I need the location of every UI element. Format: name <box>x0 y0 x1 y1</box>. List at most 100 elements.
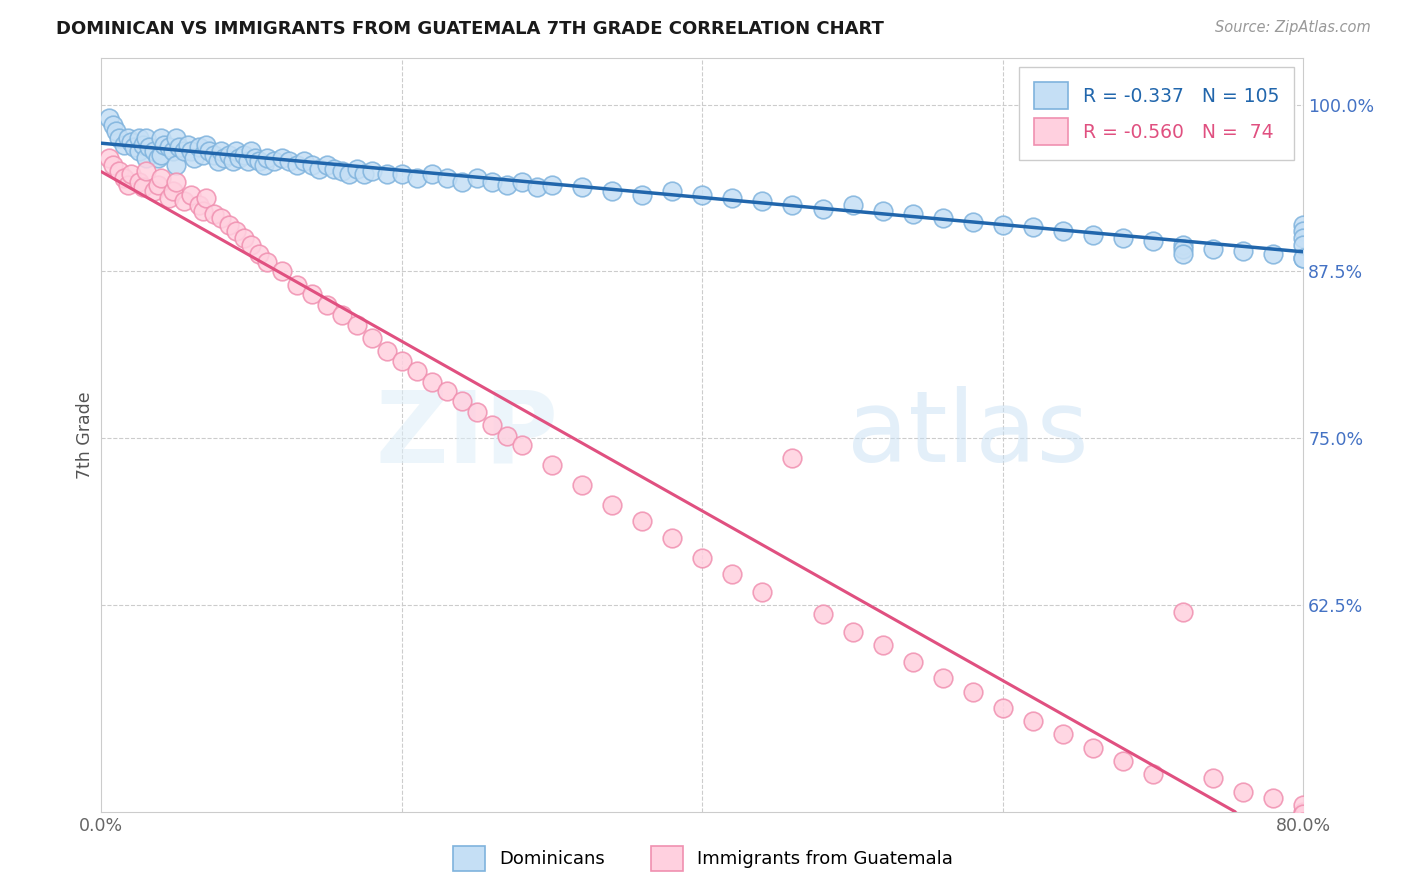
Point <box>263 153 285 168</box>
Point <box>600 498 623 512</box>
Point <box>211 211 233 225</box>
Point <box>228 151 250 165</box>
Point <box>872 638 894 652</box>
Point <box>496 428 519 442</box>
Point <box>157 191 180 205</box>
Point <box>496 178 519 192</box>
Point <box>218 148 240 162</box>
Point <box>1173 237 1195 252</box>
Point <box>692 551 714 566</box>
Point <box>1263 247 1285 261</box>
Point <box>195 137 218 152</box>
Point <box>481 417 503 432</box>
Point <box>165 131 187 145</box>
Point <box>270 264 292 278</box>
Point <box>132 137 155 152</box>
Point <box>1022 220 1045 235</box>
Point <box>165 175 187 189</box>
Point <box>1202 242 1225 256</box>
Point <box>1292 807 1315 822</box>
Point <box>142 185 165 199</box>
Point <box>451 393 474 408</box>
Point <box>120 135 142 149</box>
Point <box>1292 251 1315 265</box>
Point <box>405 364 427 378</box>
Point <box>661 185 683 199</box>
Point <box>1081 740 1104 755</box>
Point <box>962 684 984 698</box>
Point <box>247 247 270 261</box>
Point <box>811 607 834 622</box>
Point <box>1112 754 1135 768</box>
Point <box>97 111 120 125</box>
Point <box>177 137 200 152</box>
Text: DOMINICAN VS IMMIGRANTS FROM GUATEMALA 7TH GRADE CORRELATION CHART: DOMINICAN VS IMMIGRANTS FROM GUATEMALA 7… <box>56 20 884 37</box>
Point <box>256 255 278 269</box>
Point <box>301 158 323 172</box>
Point <box>751 584 773 599</box>
Point <box>278 153 301 168</box>
Point <box>108 164 131 178</box>
Point <box>132 180 155 194</box>
Point <box>150 131 173 145</box>
Point <box>510 175 533 189</box>
Point <box>207 153 229 168</box>
Point <box>142 145 165 159</box>
Point <box>420 375 443 389</box>
Point <box>256 151 278 165</box>
Point <box>1292 805 1315 819</box>
Point <box>1142 767 1164 781</box>
Point <box>162 145 184 159</box>
Point <box>1292 224 1315 238</box>
Point <box>1202 772 1225 786</box>
Point <box>541 458 564 472</box>
Point <box>991 700 1014 714</box>
Point <box>252 158 274 172</box>
Point <box>135 131 157 145</box>
Point <box>128 175 150 189</box>
Point <box>153 137 176 152</box>
Point <box>193 148 215 162</box>
Point <box>1292 815 1315 830</box>
Point <box>1052 727 1074 741</box>
Point <box>841 198 863 212</box>
Point <box>346 161 368 176</box>
Point <box>240 145 263 159</box>
Point <box>1052 224 1074 238</box>
Point <box>128 145 150 159</box>
Point <box>405 171 427 186</box>
Point <box>285 158 308 172</box>
Point <box>932 671 955 685</box>
Point <box>901 655 924 669</box>
Point <box>240 237 263 252</box>
Point <box>751 194 773 208</box>
Text: ZIP: ZIP <box>375 386 558 483</box>
Point <box>285 277 308 292</box>
Point <box>195 191 218 205</box>
Point <box>233 148 256 162</box>
Point <box>1263 791 1285 805</box>
Point <box>1173 605 1195 619</box>
Point <box>292 153 315 168</box>
Point <box>571 478 593 492</box>
Point <box>225 224 247 238</box>
Point <box>1292 798 1315 813</box>
Point <box>436 384 458 399</box>
Point <box>1292 231 1315 245</box>
Point <box>526 180 548 194</box>
Point <box>375 167 398 181</box>
Point <box>360 331 382 345</box>
Point <box>315 298 337 312</box>
Point <box>180 145 202 159</box>
Point <box>782 451 804 466</box>
Point <box>1292 237 1315 252</box>
Point <box>1173 247 1195 261</box>
Point <box>510 438 533 452</box>
Point <box>337 167 360 181</box>
Point <box>465 404 488 418</box>
Point <box>225 145 247 159</box>
Point <box>811 202 834 216</box>
Point <box>782 198 804 212</box>
Text: Source: ZipAtlas.com: Source: ZipAtlas.com <box>1215 20 1371 35</box>
Point <box>103 118 125 132</box>
